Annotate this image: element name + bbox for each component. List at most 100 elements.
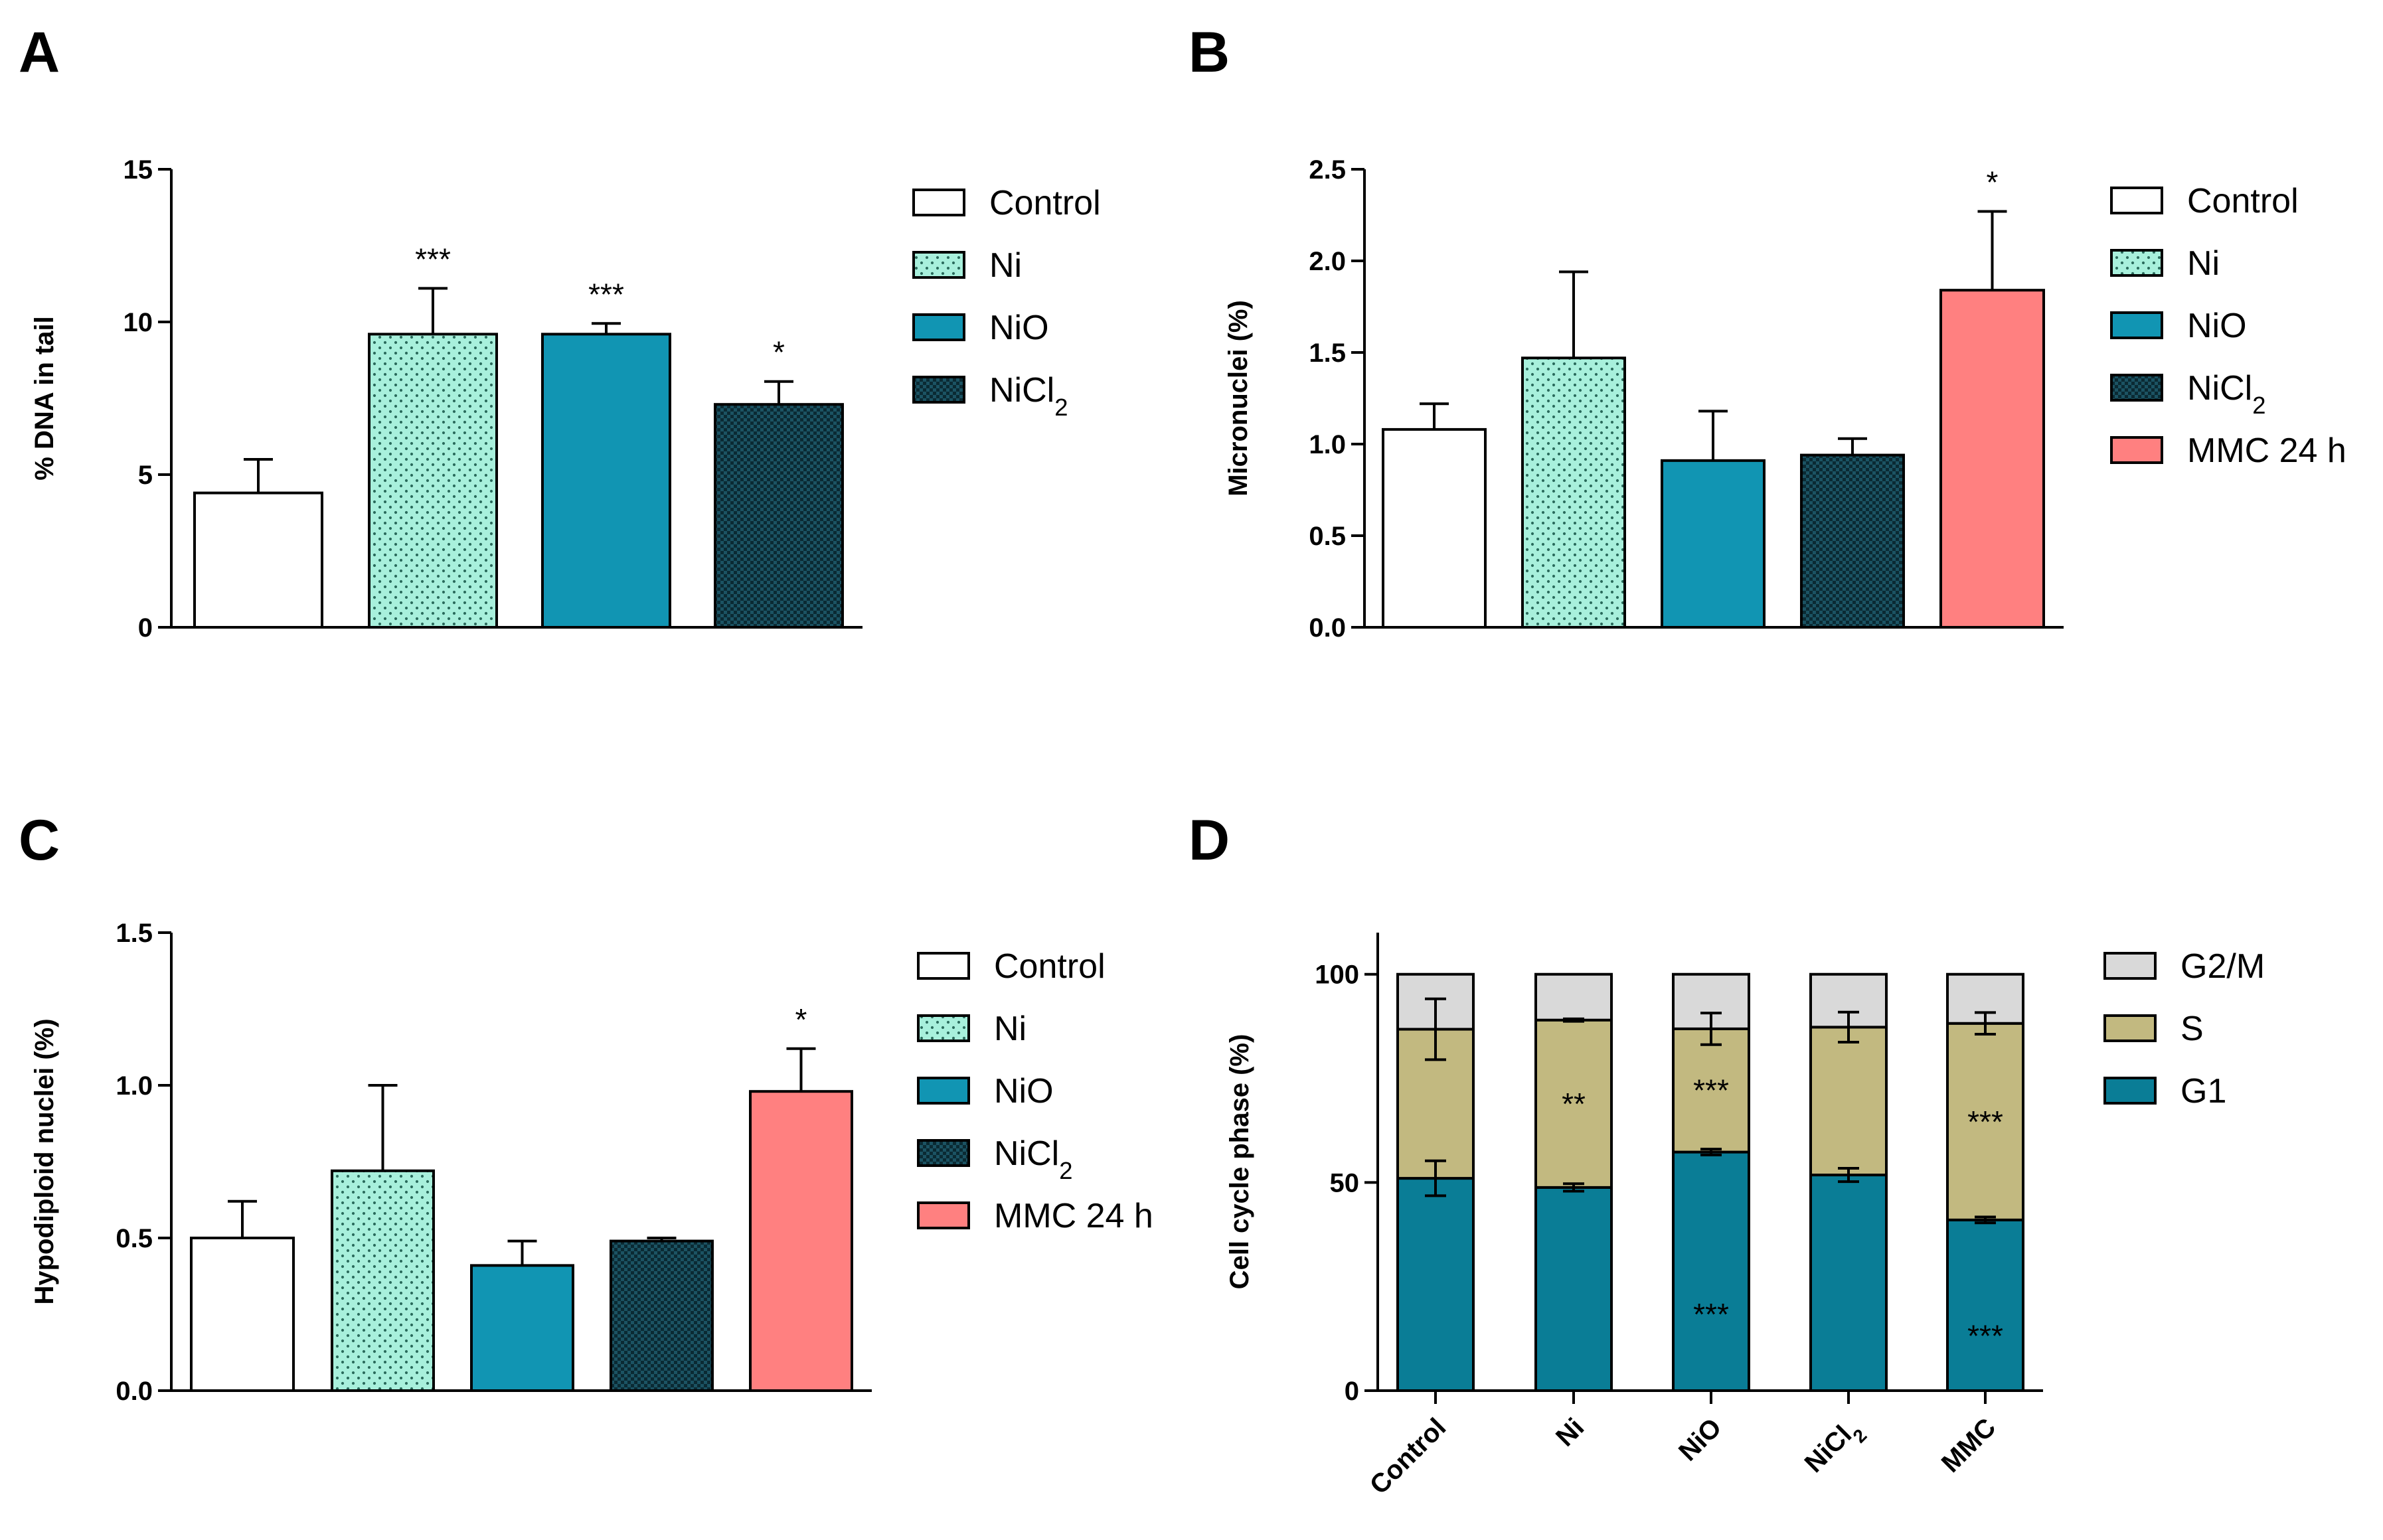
panel-c-legend-swatch-ni bbox=[917, 1014, 970, 1042]
panel-letter-d: D bbox=[1189, 809, 1230, 872]
panel-a-ytick-label: 15 bbox=[123, 155, 153, 185]
panel-c-ytick-label: 0.0 bbox=[116, 1377, 153, 1406]
panel-c-legend-label-mmc-24-h: MMC 24 h bbox=[994, 1197, 1153, 1235]
panel-d-significance-g1-nio: *** bbox=[1693, 1297, 1729, 1332]
panel-b-ytick-label: 0.0 bbox=[1309, 613, 1346, 643]
panel-b-bar-mmc-24-h bbox=[1939, 289, 2045, 629]
panel-d-segment-g1-control bbox=[1396, 1177, 1475, 1393]
panel-b-legend-swatch-ni bbox=[2110, 249, 2163, 277]
panel-b-ytick-label: 1.0 bbox=[1309, 430, 1346, 459]
panel-b-legend-label-control: Control bbox=[2187, 182, 2299, 220]
panel-d-xtick-label-control: Control bbox=[1364, 1413, 1452, 1500]
panel-c-legend-swatch-control bbox=[917, 952, 970, 980]
panel-d-xtick-label-mmc: MMC bbox=[1936, 1413, 2002, 1478]
panel-c-legend-swatch-nio bbox=[917, 1077, 970, 1105]
panel-c-ytick-label: 1.0 bbox=[116, 1071, 153, 1101]
panel-a-ytick-label: 10 bbox=[123, 308, 153, 337]
panel-b-bar-control bbox=[1382, 427, 1487, 629]
panel-d-legend-swatch-s bbox=[2103, 1014, 2157, 1042]
panel-d-segment-g1-mmc bbox=[1946, 1218, 2024, 1393]
panel-b-significance-mmc-24-h: * bbox=[1987, 165, 1999, 199]
panel-d-segment-s-nicl2 bbox=[1809, 1026, 1888, 1177]
panel-a-y-axis-label: % DNA in tail bbox=[30, 316, 59, 480]
panel-a-ytick-label: 5 bbox=[138, 461, 153, 490]
panel-c-ytick-label: 0.5 bbox=[116, 1224, 153, 1253]
panel-a-ytick-label: 0 bbox=[138, 613, 153, 643]
panel-d-segment-g2-m-ni bbox=[1534, 972, 1613, 1022]
panel-d-legend-label-s: S bbox=[2180, 1010, 2204, 1048]
panel-c-hypodiploid: 0.0 0.5 1.0 1.5 Hypodiploid nuclei (%) * Contr… bbox=[30, 919, 1153, 1406]
panel-c-bar-mmc-24-h bbox=[749, 1090, 853, 1392]
panel-d-ytick-label: 0 bbox=[1345, 1377, 1359, 1406]
panel-letter-c: C bbox=[19, 809, 60, 872]
panel-a-significance-nio: *** bbox=[588, 277, 624, 311]
panel-d-segment-g1-ni bbox=[1534, 1186, 1613, 1392]
panel-a-bar-nicl2 bbox=[714, 403, 844, 629]
panel-letter-b: B bbox=[1189, 21, 1230, 84]
panel-c-ytick-label: 1.5 bbox=[116, 919, 153, 948]
panel-a-bar-control bbox=[193, 491, 323, 629]
panel-b-bar-ni bbox=[1521, 356, 1626, 629]
panel-a-legend-swatch-ni bbox=[912, 251, 965, 279]
panel-b-legend-label-ni: Ni bbox=[2187, 244, 2220, 283]
panel-d-cell-cycle: 0 50 100 Cell cycle phase (%) Control ** Ni ***… bbox=[1225, 933, 2265, 1500]
panel-d-ytick-label: 50 bbox=[1330, 1168, 1360, 1197]
panel-c-legend-swatch-mmc-24-h bbox=[917, 1201, 970, 1229]
panel-c-legend-label-ni: Ni bbox=[994, 1010, 1027, 1048]
panel-c-legend-label-nicl2: NiCl2 bbox=[994, 1134, 1072, 1184]
panel-d-legend-swatch-g2-m bbox=[2103, 952, 2157, 980]
panel-c-bar-control bbox=[190, 1237, 295, 1392]
panel-a-significance-ni: *** bbox=[415, 242, 451, 276]
panel-b-legend-label-mmc-24-h: MMC 24 h bbox=[2187, 431, 2346, 470]
panel-a-bar-ni bbox=[368, 333, 498, 629]
panel-a-legend-label-nio: NiO bbox=[989, 309, 1049, 347]
panel-b-micronuclei: 0.0 0.5 1.0 1.5 2.0 2.5 Micronuclei (%) * Contro… bbox=[1224, 155, 2346, 643]
panel-a-bar-nio bbox=[541, 333, 671, 629]
panel-d-xtick-label-nicl2: NiCl2 bbox=[1799, 1413, 1871, 1484]
panel-a-legend-label-nicl2: NiCl2 bbox=[989, 371, 1068, 421]
panel-c-legend-label-nio: NiO bbox=[994, 1072, 1054, 1111]
panel-c-legend-label-control: Control bbox=[994, 947, 1106, 986]
panel-a-legend-label-control: Control bbox=[989, 184, 1101, 222]
panel-d-segment-g1-nicl2 bbox=[1809, 1174, 1888, 1393]
panel-b-legend-swatch-control bbox=[2110, 187, 2163, 214]
panel-b-legend-label-nio: NiO bbox=[2187, 307, 2247, 345]
panel-a-significance-nicl2: * bbox=[773, 335, 785, 370]
panel-b-y-axis-label: Micronuclei (%) bbox=[1224, 300, 1253, 497]
panel-c-y-axis-label: Hypodiploid nuclei (%) bbox=[30, 1018, 59, 1304]
panel-d-significance-s-ni: ** bbox=[1562, 1087, 1586, 1121]
panel-b-bar-nio bbox=[1661, 459, 1766, 629]
panel-d-significance-g1-mmc: *** bbox=[1967, 1319, 2003, 1353]
panel-a-legend-swatch-nicl2 bbox=[912, 376, 965, 404]
panel-c-significance-mmc-24-h: * bbox=[795, 1002, 807, 1037]
panel-c-bar-nio bbox=[470, 1264, 574, 1393]
panel-a-legend-swatch-control bbox=[912, 189, 965, 216]
panel-b-ytick-label: 0.5 bbox=[1309, 522, 1346, 551]
panel-b-bar-nicl2 bbox=[1800, 453, 1905, 629]
panel-c-bar-ni bbox=[331, 1169, 435, 1393]
panel-b-legend-swatch-nicl2 bbox=[2110, 374, 2163, 402]
panel-b-legend-swatch-mmc-24-h bbox=[2110, 436, 2163, 464]
panel-d-segment-g1-nio bbox=[1672, 1150, 1750, 1393]
panel-a-legend-swatch-nio bbox=[912, 313, 965, 341]
panel-d-y-axis-label: Cell cycle phase (%) bbox=[1225, 1034, 1254, 1290]
panel-d-significance-s-mmc: *** bbox=[1967, 1105, 2003, 1139]
panel-d-legend-swatch-g1 bbox=[2103, 1077, 2157, 1105]
panel-d-legend-label-g1: G1 bbox=[2180, 1072, 2226, 1111]
panel-b-legend-label-nicl2: NiCl2 bbox=[2187, 369, 2265, 419]
panel-d-ytick-label: 100 bbox=[1315, 961, 1359, 990]
panel-b-ytick-label: 2.0 bbox=[1309, 247, 1346, 276]
panel-c-legend-swatch-nicl2 bbox=[917, 1139, 970, 1167]
panel-d-xtick-label-nio: NiO bbox=[1673, 1413, 1727, 1466]
panel-a-legend-label-ni: Ni bbox=[989, 246, 1022, 285]
panel-b-legend-swatch-nio bbox=[2110, 311, 2163, 339]
panel-c-bar-nicl2 bbox=[610, 1239, 714, 1392]
panel-d-legend-label-g2-m: G2/M bbox=[2180, 947, 2265, 986]
panel-b-ytick-label: 1.5 bbox=[1309, 339, 1346, 368]
panel-letter-a: A bbox=[19, 21, 60, 84]
panel-b-ytick-label: 2.5 bbox=[1309, 155, 1346, 185]
panel-d-xtick-label-ni: Ni bbox=[1550, 1413, 1590, 1452]
panel-d-significance-s-nio: *** bbox=[1693, 1073, 1729, 1108]
